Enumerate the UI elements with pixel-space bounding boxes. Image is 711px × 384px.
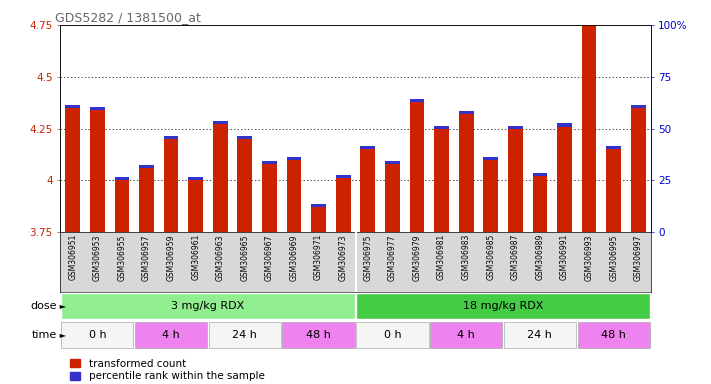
Text: time: time — [31, 330, 57, 340]
Text: 24 h: 24 h — [528, 330, 552, 340]
Bar — [582, 25, 597, 232]
Text: 0 h: 0 h — [383, 330, 401, 340]
Text: ►: ► — [57, 302, 66, 311]
Text: GDS5282 / 1381500_at: GDS5282 / 1381500_at — [55, 11, 201, 24]
Text: 4 h: 4 h — [162, 330, 180, 340]
Bar — [360, 149, 375, 232]
Bar — [114, 177, 129, 180]
Bar — [459, 111, 474, 114]
Bar — [533, 173, 547, 176]
Bar — [209, 322, 281, 348]
Text: GSM306957: GSM306957 — [142, 234, 151, 281]
Bar — [336, 175, 351, 179]
Text: GSM306975: GSM306975 — [363, 234, 373, 281]
Bar — [188, 180, 203, 232]
Text: GSM306989: GSM306989 — [535, 234, 545, 280]
Bar — [139, 168, 154, 232]
Text: GSM306987: GSM306987 — [510, 234, 520, 280]
Bar — [61, 293, 355, 319]
Text: GSM306965: GSM306965 — [240, 234, 250, 281]
Bar — [606, 146, 621, 149]
Bar — [287, 160, 301, 232]
Bar — [360, 146, 375, 149]
Text: 18 mg/kg RDX: 18 mg/kg RDX — [463, 301, 543, 311]
Text: GSM306993: GSM306993 — [584, 234, 594, 281]
Text: GSM306973: GSM306973 — [338, 234, 348, 281]
Bar — [356, 293, 650, 319]
Text: GSM306995: GSM306995 — [609, 234, 618, 281]
Legend: transformed count, percentile rank within the sample: transformed count, percentile rank withi… — [65, 355, 269, 384]
Bar — [606, 149, 621, 232]
Bar — [139, 165, 154, 168]
Text: GSM306951: GSM306951 — [68, 234, 77, 280]
Bar — [434, 129, 449, 232]
Bar — [582, 22, 597, 25]
Text: GSM306953: GSM306953 — [93, 234, 102, 281]
Text: GSM306983: GSM306983 — [461, 234, 471, 280]
Bar — [237, 139, 252, 232]
Text: GSM306981: GSM306981 — [437, 234, 446, 280]
Text: 48 h: 48 h — [602, 330, 626, 340]
Bar — [410, 99, 424, 102]
Bar — [508, 126, 523, 129]
Text: GSM306991: GSM306991 — [560, 234, 569, 280]
Bar — [557, 124, 572, 127]
Text: 48 h: 48 h — [306, 330, 331, 340]
Text: 4 h: 4 h — [457, 330, 475, 340]
Bar — [631, 105, 646, 108]
Bar — [508, 129, 523, 232]
Bar — [385, 164, 400, 232]
Bar — [164, 136, 178, 139]
Bar — [61, 322, 134, 348]
Bar — [504, 322, 576, 348]
Bar — [483, 157, 498, 160]
Bar — [114, 180, 129, 232]
Text: dose: dose — [31, 301, 57, 311]
Bar — [356, 322, 429, 348]
Text: 0 h: 0 h — [88, 330, 106, 340]
Text: GSM306959: GSM306959 — [166, 234, 176, 281]
Bar — [631, 108, 646, 232]
Text: GSM306971: GSM306971 — [314, 234, 323, 280]
Bar — [577, 322, 650, 348]
Text: GSM306967: GSM306967 — [265, 234, 274, 281]
Bar — [65, 108, 80, 232]
Bar — [65, 105, 80, 108]
Bar — [483, 160, 498, 232]
Text: GSM306977: GSM306977 — [388, 234, 397, 281]
Bar — [188, 177, 203, 180]
Text: GSM306997: GSM306997 — [634, 234, 643, 281]
Bar — [262, 161, 277, 164]
Bar — [434, 126, 449, 129]
Text: GSM306969: GSM306969 — [289, 234, 299, 281]
Bar — [533, 176, 547, 232]
Text: GSM306961: GSM306961 — [191, 234, 201, 280]
Bar — [213, 124, 228, 232]
Text: GSM306955: GSM306955 — [117, 234, 127, 281]
Text: 3 mg/kg RDX: 3 mg/kg RDX — [171, 301, 245, 311]
Text: ►: ► — [57, 331, 66, 339]
Bar — [90, 110, 105, 232]
Bar — [430, 322, 502, 348]
Bar — [262, 164, 277, 232]
Bar — [237, 136, 252, 139]
Bar — [385, 161, 400, 164]
Bar — [287, 157, 301, 160]
Bar — [164, 139, 178, 232]
Text: GSM306985: GSM306985 — [486, 234, 496, 280]
Text: GSM306963: GSM306963 — [215, 234, 225, 281]
Bar — [135, 322, 207, 348]
Bar — [90, 107, 105, 110]
Bar — [311, 204, 326, 207]
Bar — [282, 322, 355, 348]
Bar — [459, 114, 474, 232]
Text: 24 h: 24 h — [232, 330, 257, 340]
Bar — [336, 179, 351, 232]
Bar — [557, 127, 572, 232]
Text: GSM306979: GSM306979 — [412, 234, 422, 281]
Bar — [311, 207, 326, 232]
Bar — [213, 121, 228, 124]
Bar — [410, 102, 424, 232]
